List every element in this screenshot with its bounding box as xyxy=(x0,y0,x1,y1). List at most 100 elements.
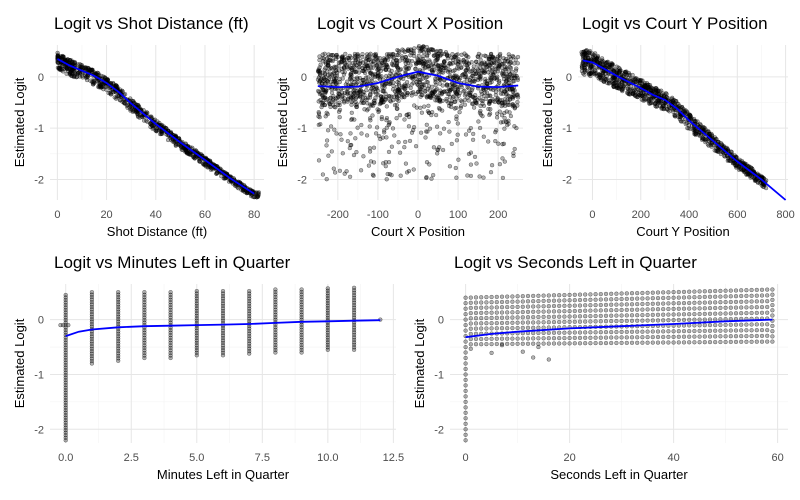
data-point xyxy=(676,289,681,295)
data-point xyxy=(385,171,390,177)
data-point xyxy=(671,301,676,306)
data-point xyxy=(418,130,424,135)
data-point xyxy=(588,330,593,335)
data-point xyxy=(363,75,369,80)
data-point xyxy=(113,83,118,89)
data-point xyxy=(702,340,707,345)
data-point xyxy=(541,293,546,298)
data-point xyxy=(471,105,477,110)
data-point xyxy=(661,329,666,334)
data-point xyxy=(609,302,614,307)
data-point xyxy=(525,325,531,330)
data-point xyxy=(443,65,449,71)
data-point xyxy=(567,303,572,308)
data-point xyxy=(671,312,676,317)
data-point xyxy=(520,315,525,320)
data-point xyxy=(603,308,609,313)
data-point xyxy=(541,341,546,346)
data-point xyxy=(179,145,184,150)
data-point xyxy=(367,124,372,129)
x-tick-label: 0 xyxy=(463,452,469,464)
data-point xyxy=(440,83,445,88)
data-point xyxy=(173,143,178,148)
data-point xyxy=(368,51,373,56)
data-point xyxy=(546,330,551,336)
data-point xyxy=(697,334,702,339)
data-point xyxy=(541,314,546,320)
data-point xyxy=(463,405,468,410)
data-point xyxy=(454,66,460,71)
data-point xyxy=(671,334,676,340)
data-point xyxy=(397,150,403,155)
data-point xyxy=(459,99,465,104)
x-tick-label: -200 xyxy=(327,209,349,221)
data-point xyxy=(505,315,510,320)
data-point xyxy=(316,158,322,163)
data-point xyxy=(593,319,598,324)
data-point xyxy=(645,296,650,301)
y-tick-label: -2 xyxy=(34,174,44,186)
data-point xyxy=(479,68,485,73)
data-point xyxy=(441,126,447,131)
data-point xyxy=(640,318,645,323)
data-point xyxy=(739,328,744,333)
x-tick-label: -100 xyxy=(367,209,389,221)
x-tick-label: 0 xyxy=(54,209,60,221)
data-point xyxy=(402,49,407,55)
data-point xyxy=(744,310,749,316)
data-point xyxy=(645,301,650,307)
data-point xyxy=(515,315,520,320)
data-point xyxy=(624,335,629,340)
data-point xyxy=(588,297,593,302)
data-point xyxy=(415,56,420,61)
data-point xyxy=(387,98,393,103)
data-point xyxy=(749,287,754,293)
data-point xyxy=(478,61,483,67)
data-point xyxy=(397,113,403,118)
data-point xyxy=(687,317,692,322)
data-point xyxy=(387,121,392,126)
data-point xyxy=(737,157,742,162)
data-point xyxy=(456,157,461,162)
data-point xyxy=(702,328,707,334)
data-point xyxy=(376,133,382,139)
data-point xyxy=(500,119,506,125)
data-point xyxy=(499,310,505,315)
data-point xyxy=(733,311,739,316)
data-point xyxy=(719,142,725,147)
data-point xyxy=(390,63,395,68)
points xyxy=(579,48,769,191)
data-point xyxy=(557,293,562,298)
data-point xyxy=(193,148,198,153)
data-point xyxy=(484,294,489,300)
data-point xyxy=(728,311,733,316)
data-point xyxy=(470,137,476,142)
data-point xyxy=(468,310,473,316)
data-point xyxy=(495,66,501,71)
data-point xyxy=(468,346,473,351)
data-point xyxy=(390,52,396,57)
data-point xyxy=(728,328,733,333)
data-point xyxy=(629,335,635,340)
data-point xyxy=(437,97,442,102)
data-point xyxy=(687,312,692,317)
data-point xyxy=(466,98,471,103)
data-point xyxy=(744,339,749,344)
data-point xyxy=(619,307,624,313)
data-point xyxy=(567,292,572,298)
data-point xyxy=(642,98,647,103)
points xyxy=(58,285,383,443)
data-point xyxy=(765,322,770,327)
data-point xyxy=(333,79,338,84)
data-point xyxy=(89,361,95,366)
data-point xyxy=(650,340,655,345)
data-point xyxy=(344,62,349,68)
data-point xyxy=(473,59,479,64)
data-point xyxy=(676,295,681,300)
data-point xyxy=(484,305,489,310)
data-point xyxy=(511,151,516,156)
data-point xyxy=(372,52,377,57)
data-point xyxy=(557,335,562,341)
data-point xyxy=(395,47,400,53)
data-point xyxy=(384,135,389,140)
